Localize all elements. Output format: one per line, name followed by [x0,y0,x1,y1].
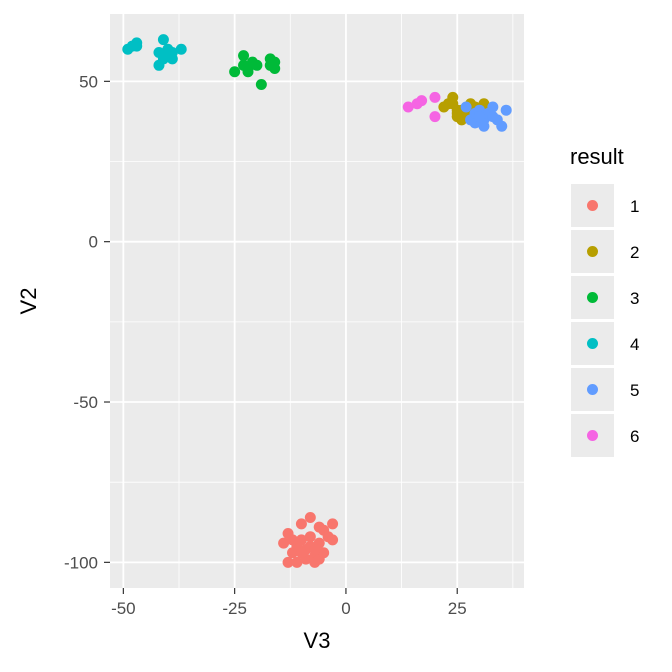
data-points [122,34,512,568]
data-point-series-3 [269,63,281,75]
x-tick-label: -50 [111,599,136,618]
legend-title: result [570,144,624,169]
data-point-series-3 [255,79,267,91]
legend-key-swatch [587,384,598,395]
data-point-series-1 [287,534,299,546]
legend-key-swatch [587,200,598,211]
data-point-series-3 [238,50,250,62]
data-point-series-5 [460,101,472,113]
y-tick-label: -100 [64,553,98,572]
legend-entry-label: 5 [630,381,639,400]
legend-entry-label: 3 [630,289,639,308]
data-point-series-5 [487,101,499,113]
data-point-series-4 [162,50,174,62]
legend-entry-label: 6 [630,427,639,446]
legend-key-swatch [587,246,598,257]
data-point-series-5 [473,111,485,123]
legend-entry-label: 1 [630,197,639,216]
x-axis-title: V3 [304,628,331,653]
data-point-series-5 [500,104,512,116]
x-tick-label: 0 [341,599,350,618]
data-point-series-1 [295,547,307,559]
y-axis-ticks: -100 -50 0 50 [64,72,110,572]
data-point-series-1 [327,518,339,530]
legend-key-swatch [587,430,598,441]
data-point-series-1 [278,537,290,549]
data-point-series-3 [251,59,263,71]
panel-background [110,14,524,588]
x-axis-ticks: -50 -25 0 25 [111,588,467,618]
data-point-series-4 [175,43,187,55]
data-point-series-1 [309,544,321,556]
data-point-series-1 [291,556,303,568]
legend: result 1 2 3 4 5 6 [570,144,639,457]
data-point-series-4 [131,40,143,52]
data-point-series-6 [429,111,441,123]
data-point-series-1 [304,531,316,543]
data-point-series-5 [487,111,499,123]
y-tick-label: 0 [89,233,98,252]
data-point-series-1 [327,534,339,546]
data-point-series-3 [229,66,241,78]
y-tick-label: 50 [79,72,98,91]
data-point-series-6 [416,95,428,107]
data-point-series-6 [429,91,441,103]
data-point-series-3 [242,66,254,78]
data-point-series-1 [295,518,307,530]
legend-entry-label: 2 [630,243,639,262]
x-tick-label: -25 [222,599,247,618]
minor-gridlines [110,14,524,588]
data-point-series-1 [304,511,316,523]
data-point-series-4 [157,34,169,46]
data-point-series-1 [295,534,307,546]
y-axis-title: V2 [16,288,41,315]
legend-entry-label: 4 [630,335,639,354]
data-point-series-2 [451,107,463,119]
legend-key-swatch [587,292,598,303]
data-point-series-5 [478,120,490,132]
data-point-series-1 [318,547,330,559]
legend-key-swatch [587,338,598,349]
x-tick-label: 25 [448,599,467,618]
y-tick-label: -50 [73,393,98,412]
data-point-series-6 [402,101,414,113]
data-point-series-5 [496,120,508,132]
data-point-series-1 [282,556,294,568]
